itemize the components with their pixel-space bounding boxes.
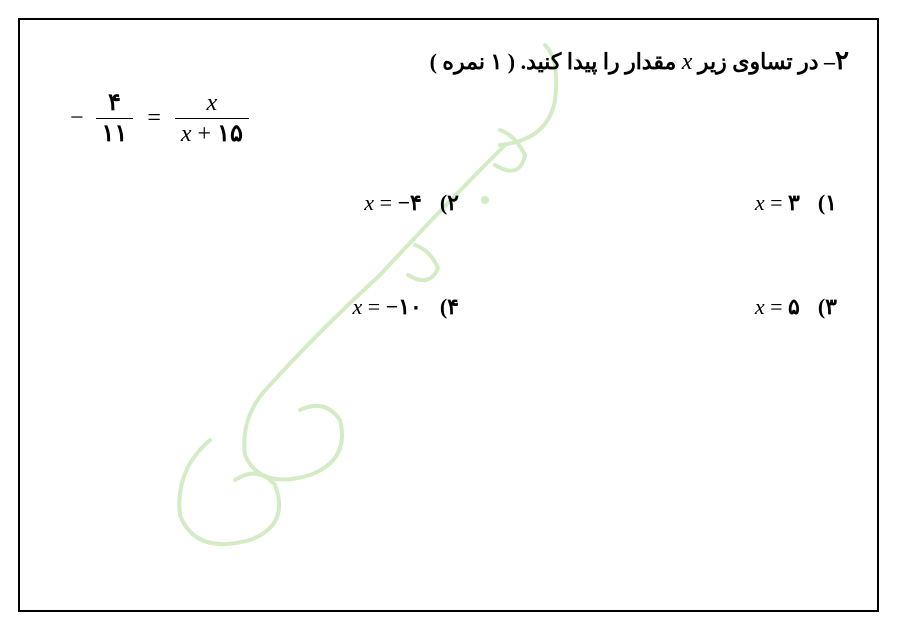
option-number: ۲)	[440, 190, 459, 216]
eq-lhs-fraction: ۴ ۱۱	[96, 90, 134, 148]
question-variable: x	[682, 49, 693, 75]
option-number: ۱)	[818, 190, 837, 216]
option-2: ۲) x = −۴	[364, 190, 459, 216]
eq-lhs-denominator: ۱۱	[96, 118, 134, 147]
eq-rhs-numerator: x	[201, 90, 224, 118]
eq-equals: =	[143, 105, 165, 132]
option-3: ۳) x = ۵	[755, 294, 837, 320]
question-text-after: مقدار را پیدا کنید.	[521, 49, 677, 74]
question-text-before: در تساوی زیر	[698, 49, 819, 74]
option-math: x = −۱۰	[352, 294, 421, 320]
equation: − ۴ ۱۱ = x x + ۱۵	[70, 90, 249, 148]
dash: –	[824, 49, 835, 74]
eq-lhs-numerator: ۴	[102, 90, 127, 118]
option-number: ۳)	[818, 294, 837, 320]
eq-rhs-denominator: x + ۱۵	[175, 118, 249, 147]
option-4: ۴) x = −۱۰	[352, 294, 459, 320]
question-prompt: ۲– در تساوی زیر x مقدار را پیدا کنید. ( …	[430, 46, 849, 76]
option-math: x = −۴	[364, 190, 422, 216]
eq-lhs-sign: −	[70, 105, 84, 132]
option-1: ۱) x = ۳	[755, 190, 837, 216]
option-number: ۴)	[440, 294, 459, 320]
option-math: x = ۳	[755, 190, 800, 216]
option-math: x = ۵	[755, 294, 800, 320]
content-area: ۲– در تساوی زیر x مقدار را پیدا کنید. ( …	[18, 18, 879, 612]
question-number: ۲	[835, 46, 849, 75]
question-score: ( ۱ نمره )	[430, 49, 516, 74]
eq-rhs-fraction: x x + ۱۵	[175, 90, 249, 148]
